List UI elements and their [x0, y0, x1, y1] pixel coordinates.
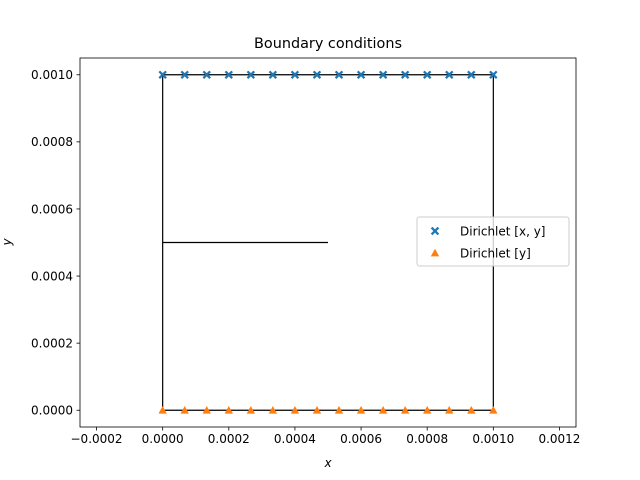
data-point: [312, 70, 322, 79]
data-point: [246, 406, 256, 414]
legend-marker: [430, 248, 440, 257]
legend-marker: [430, 226, 440, 236]
data-point: [400, 406, 410, 414]
data-point: [334, 406, 344, 414]
y-axis-label: y: [0, 238, 14, 247]
data-point: [246, 70, 256, 79]
x-tick-label: 0.0010: [472, 432, 514, 446]
y-tick-label: 0.0002: [31, 336, 73, 350]
data-point: [268, 406, 278, 414]
data-point: [400, 70, 410, 79]
y-tick-label: 0.0006: [31, 202, 73, 216]
data-point: [158, 70, 167, 79]
x-tick-label: 0.0006: [340, 432, 382, 446]
data-point: [489, 406, 498, 414]
data-point: [268, 70, 278, 79]
x-tick-label: 0.0000: [142, 432, 184, 446]
series-2: [158, 406, 498, 414]
data-point: [356, 70, 366, 79]
axes: −0.0002 0.0000 0.0002 0.0004 0.0006 0.0008 0.0…: [31, 57, 580, 446]
data-point: [180, 406, 189, 414]
x-tick-label: 0.0002: [208, 432, 250, 446]
data-point: [378, 70, 388, 79]
data-point: [423, 70, 432, 79]
data-point: [445, 406, 454, 414]
data-point: [312, 406, 322, 414]
data-point: [158, 406, 167, 414]
data-point: [202, 70, 211, 79]
x-tick-label: 0.0004: [274, 432, 316, 446]
legend-label: Dirichlet [x, y]: [460, 224, 545, 238]
x-tick-label: 0.0008: [406, 432, 448, 446]
data-point: [180, 70, 189, 79]
data-point: [489, 70, 498, 79]
data-point: [378, 406, 388, 414]
data-point: [467, 70, 476, 79]
data-point: [224, 70, 233, 79]
y-tick-label: 0.0010: [31, 68, 73, 82]
data-point: [356, 406, 366, 414]
data-point: [290, 406, 300, 414]
y-tick-label: 0.0000: [31, 404, 73, 418]
data-point: [334, 70, 344, 79]
y-tick-label: 0.0008: [31, 135, 73, 149]
chart-title: Boundary conditions: [254, 36, 402, 52]
legend-label: Dirichlet [y]: [460, 246, 531, 260]
legend-box: [416, 216, 570, 267]
data-point: [423, 406, 432, 414]
data-point: [445, 70, 454, 79]
x-axis-label: x: [323, 456, 332, 470]
x-tick-label: −0.0002: [71, 432, 123, 446]
legend: Dirichlet [x, y] Dirichlet [y]: [416, 216, 570, 267]
x-tick-label: 0.0012: [538, 432, 580, 446]
series-1: [158, 70, 498, 79]
plot-area: [158, 70, 498, 414]
data-point: [202, 406, 211, 414]
y-tick-label: 0.0004: [31, 269, 73, 283]
data-point: [290, 70, 300, 79]
axes-frame: [79, 57, 577, 428]
data-point: [224, 406, 233, 414]
data-point: [467, 406, 476, 414]
